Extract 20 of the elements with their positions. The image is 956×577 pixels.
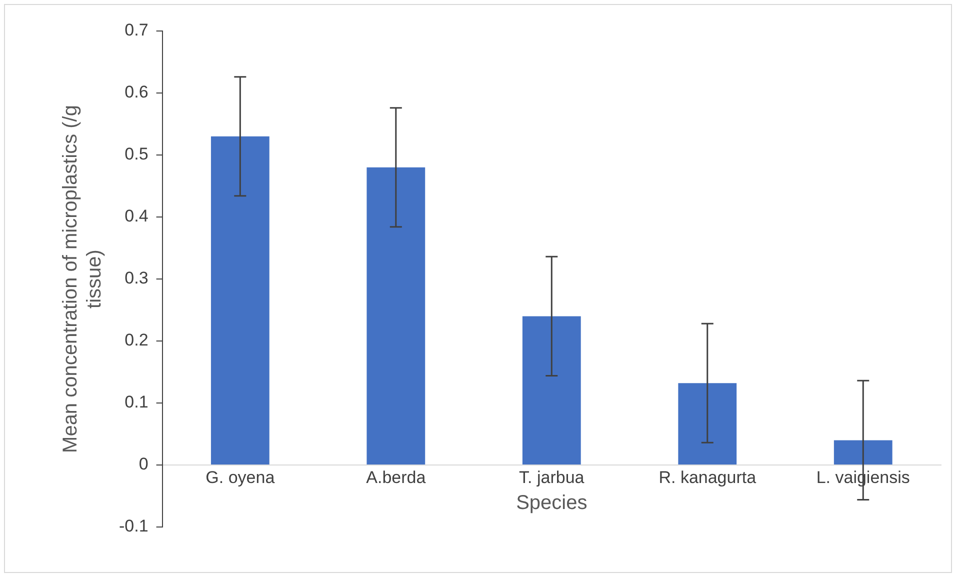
- bar: [678, 383, 737, 464]
- y-axis-title: Mean concentration of microplastics (/g tissue): [60, 105, 106, 453]
- x-tick-label: G. oyena: [206, 468, 276, 487]
- x-tick-label: A.berda: [366, 468, 426, 487]
- bar: [366, 167, 426, 464]
- y-tick-label: 0.1: [124, 392, 148, 412]
- y-tick-label: 0.6: [124, 82, 148, 102]
- y-tick-label: 0.2: [124, 330, 148, 350]
- y-tick-label: 0.5: [124, 144, 148, 164]
- bar: [522, 316, 581, 464]
- y-tick-label: 0.3: [124, 268, 148, 288]
- y-tick-label: 0: [138, 454, 148, 474]
- y-tick-label: -0.1: [118, 516, 148, 536]
- x-axis-title: Species: [516, 492, 588, 514]
- x-tick-label: R. kanagurta: [658, 468, 757, 487]
- y-tick-label: 0.4: [124, 206, 148, 226]
- x-tick-label: T. jarbua: [519, 468, 585, 487]
- bar: [210, 136, 270, 464]
- bar: [834, 440, 892, 464]
- y-tick-label: 0.7: [124, 20, 148, 40]
